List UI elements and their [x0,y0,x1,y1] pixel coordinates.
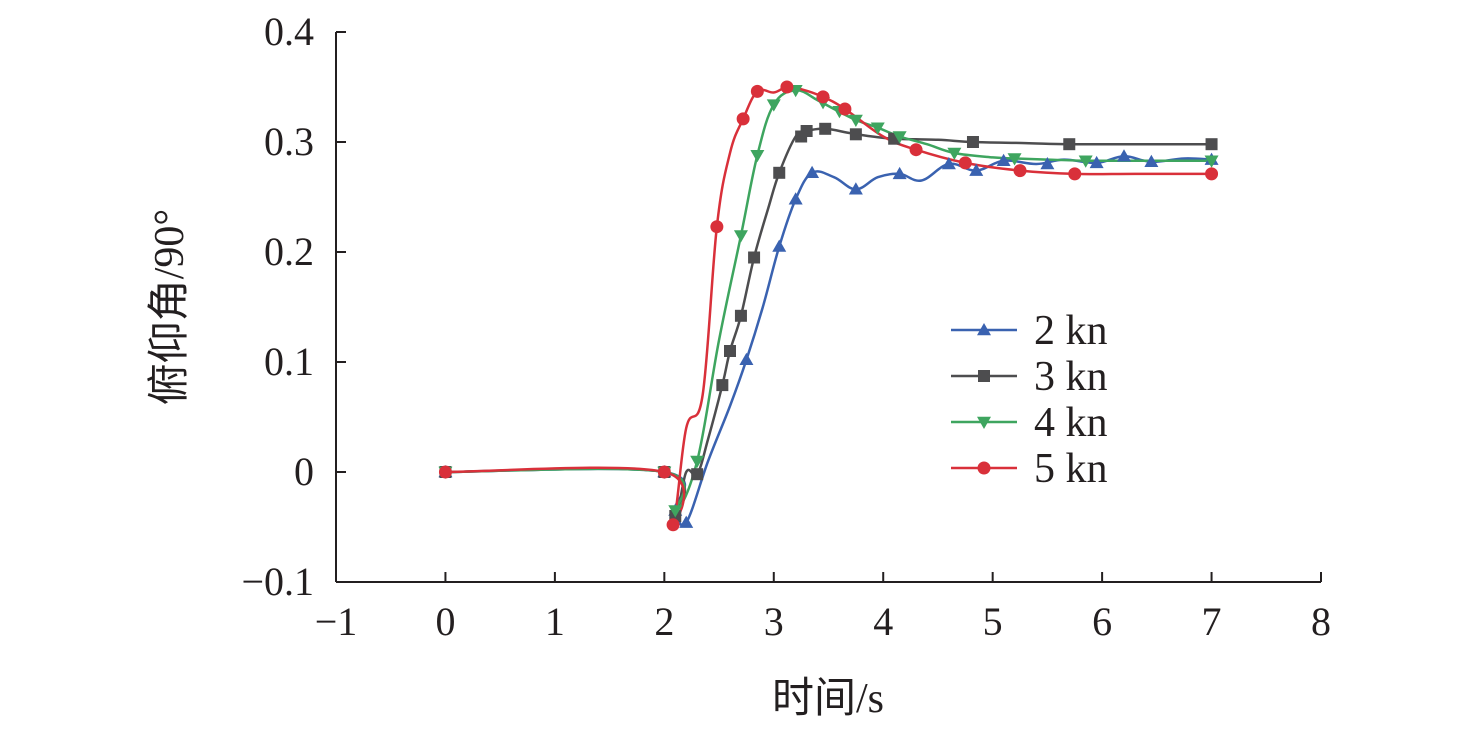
data-point [748,251,761,264]
data-point [1063,138,1076,151]
data-point [1013,164,1027,178]
data-point [848,114,863,127]
axes [335,32,1321,583]
x-tick-label: 4 [873,599,893,644]
x-tick-label: 6 [1092,599,1112,644]
x-tick-label: 3 [764,599,784,644]
data-point [691,468,704,481]
data-point [969,163,984,176]
data-point [716,379,729,392]
y-tick-label: 0.3 [264,119,314,164]
x-tick-label: 1 [545,599,565,644]
legend-label: 3 kn [1034,354,1108,400]
data-point [773,166,786,179]
data-point [996,153,1011,166]
y-axis-title: 俯仰角/90° [146,209,193,405]
data-point [848,182,863,195]
data-point [816,90,830,104]
data-point [766,99,781,112]
y-tick-label: 0.1 [264,339,314,384]
data-point [1007,153,1022,166]
data-point [838,102,852,116]
data-point [966,136,979,148]
data-point [805,165,820,179]
data-point [892,131,907,144]
data-point [1205,167,1219,181]
data-point [1117,149,1131,162]
data-point [1089,155,1104,169]
data-point [892,166,907,180]
y-ticks: −0.1 0 0.1 0.2 0.3 0.4 [241,9,346,604]
x-tick-label: 2 [654,599,674,644]
x-axis-title: 时间/s [772,676,884,722]
x-tick-label: 5 [983,599,1003,644]
data-point [1204,155,1219,168]
data-point [909,143,923,157]
data-point [788,192,803,205]
data-point [849,128,862,141]
legend-label: 5 kn [1034,446,1108,492]
data-point [724,345,736,357]
y-tick-label: 0.2 [264,229,314,274]
x-tick-label: 0 [435,599,455,644]
series-line [444,85,1213,527]
data-point [750,84,764,98]
data-point [657,465,671,479]
data-point [1144,154,1159,168]
legend-label: 4 kn [1034,400,1108,446]
data-point [679,515,694,528]
legend-label: 2 kn [1034,308,1108,354]
legend-marker [978,370,990,382]
data-point [870,122,885,135]
legend-item: 4 kn [951,400,1108,446]
data-point [690,455,705,468]
y-tick-label: 0 [294,449,314,494]
data-point [941,157,956,170]
data-point [800,125,813,137]
x-ticks: −1 0 1 2 3 4 5 6 7 8 [315,572,1331,644]
legend-item: 3 kn [951,354,1108,400]
legend-item: 5 kn [951,446,1108,492]
series-markers [438,80,1219,532]
data-point [1068,167,1082,181]
data-point [668,505,683,518]
data-point [734,309,747,322]
legend-marker [977,461,991,475]
data-point [750,149,765,163]
data-point [1040,157,1055,170]
data-point [438,465,452,479]
y-tick-label: −0.1 [241,559,314,604]
x-tick-label: 8 [1311,599,1331,644]
legend-marker [977,323,991,336]
legend: 2 kn3 kn4 kn5 kn [951,308,1108,492]
data-point [947,147,962,160]
x-tick-label: −1 [315,599,358,644]
data-point [780,80,794,94]
data-point [666,518,680,532]
data-point [1078,155,1093,168]
data-point [819,122,832,135]
legend-marker [977,416,991,429]
data-point [710,220,724,234]
data-point [772,239,787,252]
legend-item: 2 kn [951,308,1108,354]
data-point [739,352,754,366]
x-tick-label: 7 [1202,599,1222,644]
series-markers-group [438,80,1219,532]
data-point [958,156,972,170]
data-point [733,230,748,243]
data-point [736,112,750,126]
y-tick-label: 0.4 [264,9,314,54]
data-point [1205,138,1218,151]
